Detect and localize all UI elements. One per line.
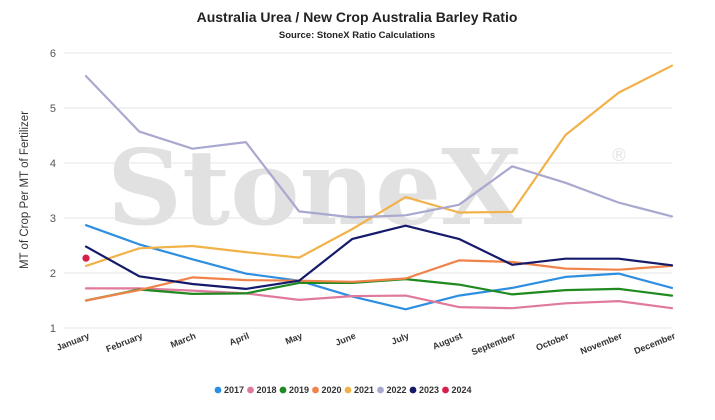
y-axis-ticks: 1 2 3 4 5 6 bbox=[50, 48, 56, 335]
legend-item-2024[interactable]: 2024 bbox=[442, 385, 472, 395]
series-line-2020 bbox=[84, 259, 674, 302]
y-tick-label: 3 bbox=[50, 213, 56, 225]
legend-label: 2022 bbox=[387, 385, 407, 395]
watermark: StoneX bbox=[107, 126, 522, 249]
legend-label: 2019 bbox=[289, 385, 309, 395]
series-line-2023 bbox=[84, 224, 674, 290]
series-lines bbox=[82, 64, 674, 311]
series-line-2021 bbox=[84, 64, 674, 267]
legend-marker bbox=[312, 386, 319, 394]
series-line-2018 bbox=[84, 287, 674, 310]
y-tick-label: 5 bbox=[50, 103, 56, 115]
y-axis-label: MT of Crop Per MT of Fertilizer bbox=[19, 111, 31, 269]
legend-item-2017[interactable]: 2017 bbox=[214, 385, 244, 395]
legend-label: 2023 bbox=[419, 385, 439, 395]
series-line-2022 bbox=[84, 74, 674, 219]
legend-item-2023[interactable]: 2023 bbox=[409, 385, 439, 395]
legend-label: 2024 bbox=[452, 385, 472, 395]
series-line-2017 bbox=[84, 224, 674, 311]
watermark-registered-mark: ® bbox=[610, 145, 628, 166]
y-tick-label: 2 bbox=[50, 268, 56, 280]
legend-label: 2020 bbox=[322, 385, 342, 395]
legend[interactable]: 2017 2018 2019 2020 2021 2022 2023 2024 bbox=[214, 385, 472, 395]
legend-marker bbox=[279, 386, 287, 394]
legend-marker bbox=[442, 386, 449, 394]
legend-marker bbox=[344, 386, 352, 394]
legend-label: 2021 bbox=[354, 385, 374, 395]
chart-title: Australia Urea / New Crop Australia Barl… bbox=[197, 9, 518, 25]
legend-item-2022[interactable]: 2022 bbox=[377, 385, 407, 395]
y-tick-label: 6 bbox=[50, 48, 56, 60]
y-tick-label: 4 bbox=[50, 158, 56, 170]
chart-subtitle: Source: StoneX Ratio Calculations bbox=[279, 30, 435, 41]
legend-marker bbox=[214, 386, 222, 394]
legend-item-2021[interactable]: 2021 bbox=[344, 385, 374, 395]
legend-item-2020[interactable]: 2020 bbox=[312, 385, 342, 395]
legend-label: 2018 bbox=[257, 385, 277, 395]
legend-item-2018[interactable]: 2018 bbox=[247, 385, 277, 395]
legend-item-2019[interactable]: 2019 bbox=[279, 385, 309, 395]
y-tick-label: 1 bbox=[50, 323, 56, 335]
series-point-2024 bbox=[82, 254, 90, 262]
legend-label: 2017 bbox=[224, 385, 244, 395]
gridlines bbox=[64, 52, 672, 329]
legend-marker bbox=[409, 386, 417, 394]
legend-marker bbox=[377, 386, 384, 394]
legend-marker bbox=[247, 386, 254, 394]
